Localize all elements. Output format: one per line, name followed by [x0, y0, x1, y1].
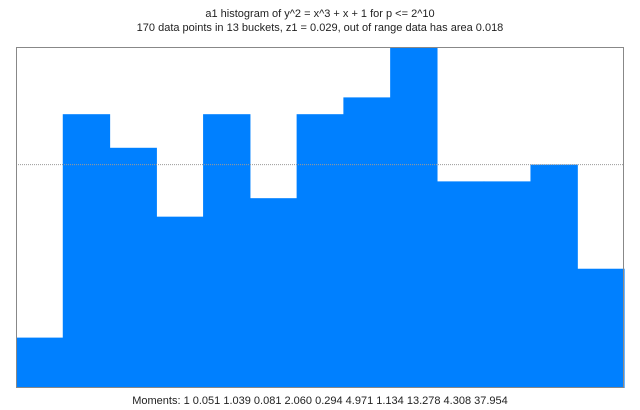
histogram-bar-6 [249, 198, 298, 388]
histogram-bar-11 [483, 181, 532, 388]
moments-text: Moments: 1 0.051 1.039 0.081 2.060 0.294… [132, 395, 508, 407]
histogram-bars [16, 47, 625, 388]
histogram-bar-8 [343, 97, 391, 388]
histogram-bar-13 [577, 268, 625, 388]
histogram-bar-5 [203, 114, 251, 388]
plot-frame [16, 47, 624, 388]
histogram-bar-9 [390, 47, 438, 388]
chart-title: a1 histogram of y^2 = x^3 + x + 1 for p … [205, 8, 435, 20]
histogram-bar-7 [296, 114, 344, 388]
histogram-bar-4 [156, 216, 204, 388]
chart-subtitle: 170 data points in 13 buckets, z1 = 0.02… [136, 22, 504, 34]
histogram-bar-12 [530, 164, 578, 388]
histogram-bar-2 [62, 114, 111, 388]
histogram-bar-10 [436, 181, 485, 388]
histogram-bar-1 [16, 337, 64, 388]
histogram-bar-3 [109, 147, 157, 388]
